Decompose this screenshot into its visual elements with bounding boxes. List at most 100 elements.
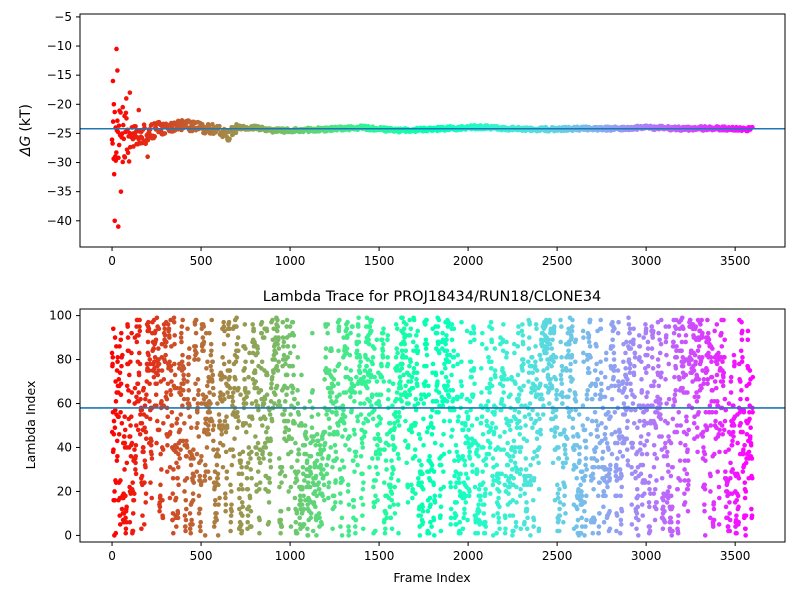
lambda-point — [526, 370, 532, 376]
lambda-point — [423, 322, 428, 327]
lambda-point — [114, 438, 120, 444]
lambda-point — [209, 317, 215, 323]
lambda-point — [343, 442, 348, 448]
lambda-point — [274, 383, 280, 389]
lambda-point — [627, 330, 632, 336]
lambda-point — [147, 416, 153, 422]
lambda-point — [426, 530, 432, 536]
lambda-point — [154, 381, 160, 387]
lambda-point — [323, 355, 328, 360]
lambda-point — [656, 383, 662, 389]
lambda-point — [414, 344, 419, 349]
lambda-point — [625, 377, 630, 382]
lambda-point — [356, 333, 361, 338]
lambda-point — [647, 473, 653, 479]
lambda-point — [165, 414, 171, 420]
lambda-point — [450, 388, 456, 393]
lambda-point — [389, 526, 395, 532]
lambda-point — [415, 348, 421, 354]
lambda-point — [508, 418, 514, 424]
lambda-point — [610, 319, 615, 325]
lambda-point — [415, 401, 421, 406]
lambda-point — [371, 407, 377, 413]
lambda-point — [634, 486, 640, 492]
lambda-point — [727, 500, 732, 505]
lambda-point — [302, 478, 307, 483]
lambda-point — [750, 410, 755, 415]
lambda-point — [272, 401, 277, 406]
lambda-point — [180, 388, 186, 393]
lambda-point — [299, 372, 304, 378]
lambda-point — [321, 473, 326, 479]
lambda-point — [456, 458, 461, 463]
lambda-point — [428, 502, 433, 507]
lambda-point — [285, 385, 290, 391]
lambda-point — [351, 504, 356, 510]
lambda-point — [211, 392, 216, 398]
lambda-point — [305, 480, 311, 485]
lambda-point — [406, 401, 411, 406]
lambda-point — [513, 416, 518, 422]
lambda-point — [280, 319, 286, 325]
lambda-point — [305, 526, 310, 532]
lambda-point — [686, 478, 691, 483]
lambda-point — [694, 425, 700, 431]
lambda-point — [572, 359, 578, 365]
lambda-point — [664, 352, 669, 358]
lambda-point — [445, 383, 450, 389]
lambda-point — [266, 489, 272, 494]
lambda-point — [185, 396, 191, 402]
lambda-point — [226, 394, 232, 400]
lambda-point — [239, 500, 245, 505]
lambda-point — [559, 355, 564, 360]
lambda-point — [209, 418, 215, 424]
lambda-point — [251, 328, 257, 334]
lambda-point — [748, 425, 753, 431]
lambda-point — [235, 414, 241, 420]
lambda-point — [146, 368, 152, 373]
lambda-point — [221, 324, 227, 329]
lambda-point — [325, 322, 331, 327]
lambda-point — [412, 403, 418, 409]
lambda-point — [708, 355, 714, 360]
lambda-point — [431, 533, 437, 538]
lambda-point — [208, 363, 213, 369]
lambda-point — [377, 403, 382, 409]
lambda-point — [500, 366, 505, 371]
lambda-point — [489, 326, 495, 332]
lambda-point — [719, 344, 725, 349]
lambda-point — [232, 385, 237, 391]
lambda-point — [321, 467, 326, 472]
lambda-point — [190, 497, 196, 503]
lambda-point — [672, 374, 677, 380]
lambda-point — [453, 484, 458, 490]
lambda-point — [349, 407, 354, 413]
lambda-point — [159, 399, 164, 404]
lambda-point — [207, 390, 212, 395]
lambda-point — [583, 524, 588, 529]
lambda-point — [740, 469, 746, 474]
lambda-point — [239, 464, 244, 470]
lambda-point — [559, 390, 565, 395]
lambda-point — [472, 381, 477, 387]
lambda-point — [275, 317, 280, 323]
lambda-point — [643, 322, 648, 327]
lambda-point — [336, 328, 342, 334]
lambda-point — [403, 355, 409, 360]
lambda-point — [122, 467, 127, 472]
lambda-point — [584, 517, 589, 523]
lambda-point — [160, 497, 165, 503]
lambda-point — [490, 421, 495, 426]
lambda-point — [429, 462, 435, 468]
lambda-point — [357, 390, 363, 395]
lambda-point — [247, 423, 252, 428]
lambda-point — [148, 442, 154, 448]
lambda-point — [210, 359, 215, 365]
lambda-point — [551, 359, 556, 365]
lambda-point — [476, 486, 482, 492]
lambda-point — [527, 335, 532, 340]
lambda-point — [455, 418, 461, 424]
lambda-point — [298, 497, 304, 503]
lambda-point — [278, 517, 284, 523]
lambda-point — [471, 326, 477, 332]
